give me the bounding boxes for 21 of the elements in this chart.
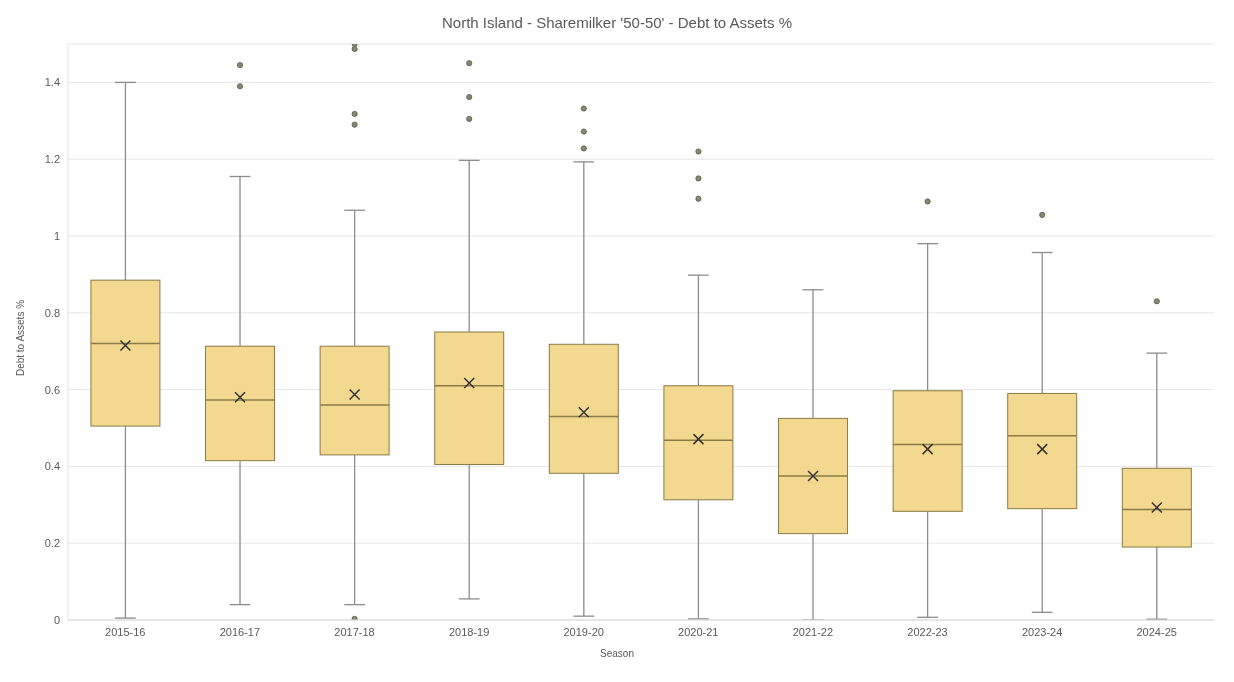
y-tick-label: 0.6 [44, 383, 60, 396]
y-tick-label: 1.2 [44, 153, 60, 166]
x-tick-label: 2019-20 [563, 625, 604, 638]
x-tick-label: 2018-19 [448, 625, 490, 638]
y-axis-title: Debt to Assets % [14, 299, 26, 377]
y-tick-label: 0.4 [44, 460, 60, 473]
x-tick-label: 2016-17 [219, 625, 261, 638]
x-tick-label: 2017-18 [334, 625, 375, 638]
x-tick-label: 2020-21 [678, 625, 719, 638]
x-axis-title: Season [599, 648, 635, 659]
y-tick-label: 1 [53, 229, 60, 242]
x-tick-label: 2015-16 [105, 625, 146, 638]
x-tick-label: 2024-25 [1136, 625, 1177, 638]
x-tick-label: 2021-22 [792, 625, 834, 638]
x-tick-label: 2023-24 [1021, 625, 1063, 638]
chart-title: North Island - Sharemilker '50-50' - Debt to Assets % [440, 14, 793, 31]
y-tick-label: 0.2 [44, 537, 60, 550]
y-tick-label: 0.8 [44, 306, 60, 319]
y-tick-label: 1.4 [44, 76, 60, 89]
x-tick-label: 2022-23 [907, 625, 948, 638]
y-tick-label: 0 [53, 613, 60, 626]
